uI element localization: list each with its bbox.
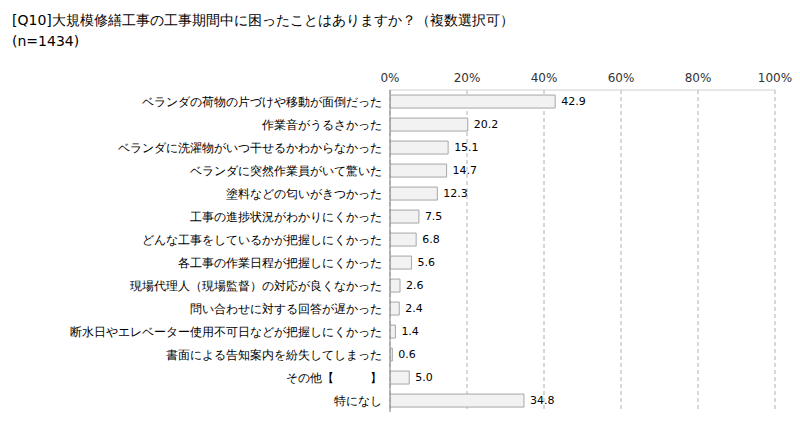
svg-text:40%: 40% <box>531 71 558 85</box>
svg-text:特になし: 特になし <box>334 394 382 408</box>
svg-text:塗料などの匂いがきつかった: 塗料などの匂いがきつかった <box>226 187 382 201</box>
svg-text:2.4: 2.4 <box>405 302 423 315</box>
svg-text:書面による告知案内を紛失してしまった: 書面による告知案内を紛失してしまった <box>166 348 382 362</box>
svg-text:現場代理人（現場監督）の対応が良くなかった: 現場代理人（現場監督）の対応が良くなかった <box>130 279 382 293</box>
svg-text:42.9: 42.9 <box>561 95 586 108</box>
svg-text:34.8: 34.8 <box>530 394 555 407</box>
html-text:(n=1434): (n=1434) <box>12 33 80 49</box>
svg-text:60%: 60% <box>608 71 635 85</box>
svg-text:20.2: 20.2 <box>474 118 499 131</box>
svg-text:14.7: 14.7 <box>453 164 478 177</box>
svg-text:80%: 80% <box>685 71 712 85</box>
svg-text:5.6: 5.6 <box>418 256 436 269</box>
svg-text:作業音がうるさかった: 作業音がうるさかった <box>261 118 382 132</box>
svg-text:5.0: 5.0 <box>415 371 433 384</box>
svg-text:0.6: 0.6 <box>398 348 416 361</box>
svg-text:工事の進捗状況がわかりにくかった: 工事の進捗状況がわかりにくかった <box>190 210 382 224</box>
svg-text:ベランダに洗濯物がいつ干せるかわからなかった: ベランダに洗濯物がいつ干せるかわからなかった <box>118 141 382 155</box>
svg-text:20%: 20% <box>454 71 481 85</box>
svg-text:2.6: 2.6 <box>406 279 424 292</box>
svg-text:7.5: 7.5 <box>425 210 443 223</box>
svg-text:問い合わせに対する回答が遅かった: 問い合わせに対する回答が遅かった <box>190 302 382 316</box>
svg-text:ベランダの荷物の片づけや移動が面倒だった: ベランダの荷物の片づけや移動が面倒だった <box>142 95 382 109</box>
svg-text:その他【 】: その他【 】 <box>286 371 382 385</box>
svg-text:0%: 0% <box>380 71 399 85</box>
svg-text:15.1: 15.1 <box>454 141 479 154</box>
html-text:[Q10]大規模修繕工事の工事期間中に困ったことはありますか: [Q10]大規模修繕工事の工事期間中に困ったことはありますか？（複数選択可） <box>12 12 514 28</box>
svg-text:6.8: 6.8 <box>422 233 440 246</box>
svg-text:ベランダに突然作業員がいて驚いた: ベランダに突然作業員がいて驚いた <box>190 164 382 178</box>
svg-text:各工事の作業日程が把握しにくかった: 各工事の作業日程が把握しにくかった <box>178 256 382 270</box>
svg-text:100%: 100% <box>758 71 792 85</box>
svg-text:どんな工事をしているかが把握しにくかった: どんな工事をしているかが把握しにくかった <box>142 233 382 247</box>
svg-text:1.4: 1.4 <box>401 325 419 338</box>
svg-text:断水日やエレベーター使用不可日などが把握しにくかった: 断水日やエレベーター使用不可日などが把握しにくかった <box>70 325 382 339</box>
svg-text:12.3: 12.3 <box>443 187 468 200</box>
